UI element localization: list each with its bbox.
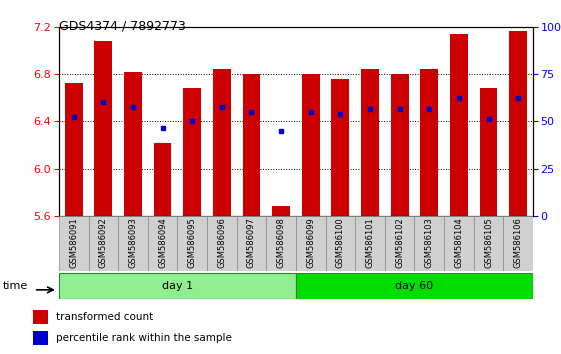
Bar <box>450 34 468 216</box>
Bar <box>296 273 533 299</box>
Bar <box>33 310 48 324</box>
Bar <box>59 216 89 271</box>
Bar <box>325 216 355 271</box>
Bar <box>332 79 350 216</box>
Bar <box>242 74 260 216</box>
Bar <box>385 216 415 271</box>
Text: GSM586096: GSM586096 <box>217 218 226 268</box>
Text: GSM586091: GSM586091 <box>69 218 78 268</box>
Text: GSM586105: GSM586105 <box>484 218 493 268</box>
Bar <box>118 216 148 271</box>
Bar <box>361 69 379 216</box>
Text: GSM586092: GSM586092 <box>99 218 108 268</box>
Bar <box>94 41 112 216</box>
Bar <box>266 216 296 271</box>
Text: GSM586098: GSM586098 <box>277 218 286 268</box>
Bar <box>183 88 201 216</box>
Bar <box>154 143 172 216</box>
Text: percentile rank within the sample: percentile rank within the sample <box>57 333 232 343</box>
Bar <box>177 216 207 271</box>
Bar <box>503 216 533 271</box>
Bar <box>148 216 177 271</box>
Bar <box>33 331 48 345</box>
Bar <box>444 216 473 271</box>
Bar <box>213 69 231 216</box>
Text: GSM586094: GSM586094 <box>158 218 167 268</box>
Text: GSM586097: GSM586097 <box>247 218 256 268</box>
Bar <box>390 74 408 216</box>
Bar <box>415 216 444 271</box>
Text: GDS4374 / 7892773: GDS4374 / 7892773 <box>59 19 186 33</box>
Text: transformed count: transformed count <box>57 312 154 322</box>
Bar <box>124 72 142 216</box>
Bar <box>302 74 320 216</box>
Bar <box>207 216 237 271</box>
Text: GSM586104: GSM586104 <box>454 218 463 268</box>
Text: GSM586099: GSM586099 <box>306 218 315 268</box>
Text: GSM586093: GSM586093 <box>128 218 137 268</box>
Text: GSM586106: GSM586106 <box>514 218 523 268</box>
Text: GSM586101: GSM586101 <box>366 218 375 268</box>
Bar <box>89 216 118 271</box>
Bar <box>420 69 438 216</box>
Bar <box>59 273 296 299</box>
Text: GSM586100: GSM586100 <box>336 218 345 268</box>
Text: GSM586103: GSM586103 <box>425 218 434 268</box>
Bar <box>355 216 385 271</box>
Bar <box>480 88 498 216</box>
Text: GSM586095: GSM586095 <box>188 218 197 268</box>
Text: day 60: day 60 <box>396 281 434 291</box>
Bar <box>237 216 266 271</box>
Bar <box>473 216 503 271</box>
Bar <box>65 83 82 216</box>
Bar <box>509 31 527 216</box>
Text: time: time <box>3 281 28 291</box>
Bar <box>272 206 290 216</box>
Bar <box>296 216 325 271</box>
Text: GSM586102: GSM586102 <box>395 218 404 268</box>
Text: day 1: day 1 <box>162 281 193 291</box>
